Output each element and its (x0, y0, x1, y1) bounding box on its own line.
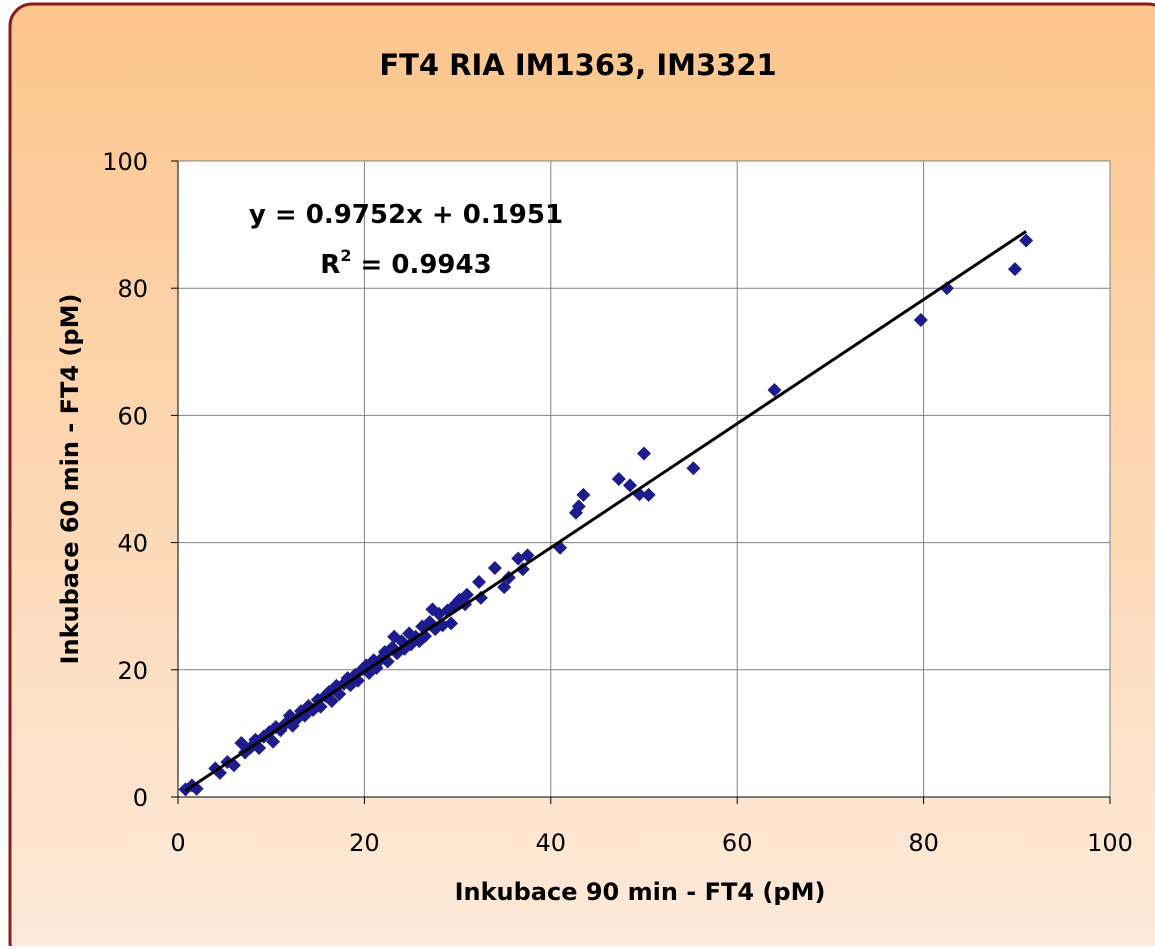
r-squared: R2 = 0.9943 (320, 246, 491, 280)
data-point (459, 587, 474, 602)
data-point (637, 446, 651, 461)
data-point (571, 499, 586, 514)
y-axis-label: Inkubace 60 min - FT4 (pM) (56, 294, 84, 665)
y-tick-label: 20 (117, 657, 148, 685)
data-point (576, 487, 591, 502)
y-tick-label: 0 (133, 784, 148, 812)
data-point (686, 461, 701, 476)
data-point (1019, 233, 1034, 248)
x-tick-label: 80 (908, 829, 939, 857)
y-tick-label: 60 (117, 402, 148, 430)
x-tick-label: 20 (349, 829, 380, 857)
x-tick-label: 40 (536, 829, 567, 857)
data-point (487, 561, 502, 576)
x-tick-label: 60 (722, 829, 753, 857)
data-point (520, 548, 535, 563)
data-point (472, 575, 487, 590)
y-tick-label: 40 (117, 530, 148, 558)
data-point (444, 616, 459, 631)
trendline (184, 230, 1027, 793)
plot: 0 20 40 60 80 100 0 20 40 60 80 100 (102, 148, 1133, 857)
data-point (611, 472, 626, 486)
chart-title: FT4 RIA IM1363, IM3321 (379, 48, 776, 82)
r-sup: 2 (340, 246, 351, 265)
data-point (913, 313, 928, 327)
r-value: = 0.9943 (351, 250, 491, 280)
data-point (252, 741, 267, 756)
y-tick-label: 100 (102, 148, 148, 176)
data-point (515, 562, 530, 577)
data-point (1007, 262, 1022, 277)
data-point (473, 590, 488, 605)
data-point (767, 382, 782, 397)
data-point (266, 734, 281, 749)
x-axis-label: Inkubace 90 min - FT4 (pM) (455, 878, 826, 906)
trend-equation: y = 0.9752x + 0.1951 (249, 200, 563, 230)
r-label: R (320, 250, 340, 280)
data-point (641, 487, 656, 502)
x-tick-label: 100 (1087, 829, 1133, 857)
data-point (497, 580, 512, 595)
y-tick-label: 80 (117, 275, 148, 303)
x-tick-label: 0 (170, 829, 185, 857)
data-point (623, 478, 638, 493)
